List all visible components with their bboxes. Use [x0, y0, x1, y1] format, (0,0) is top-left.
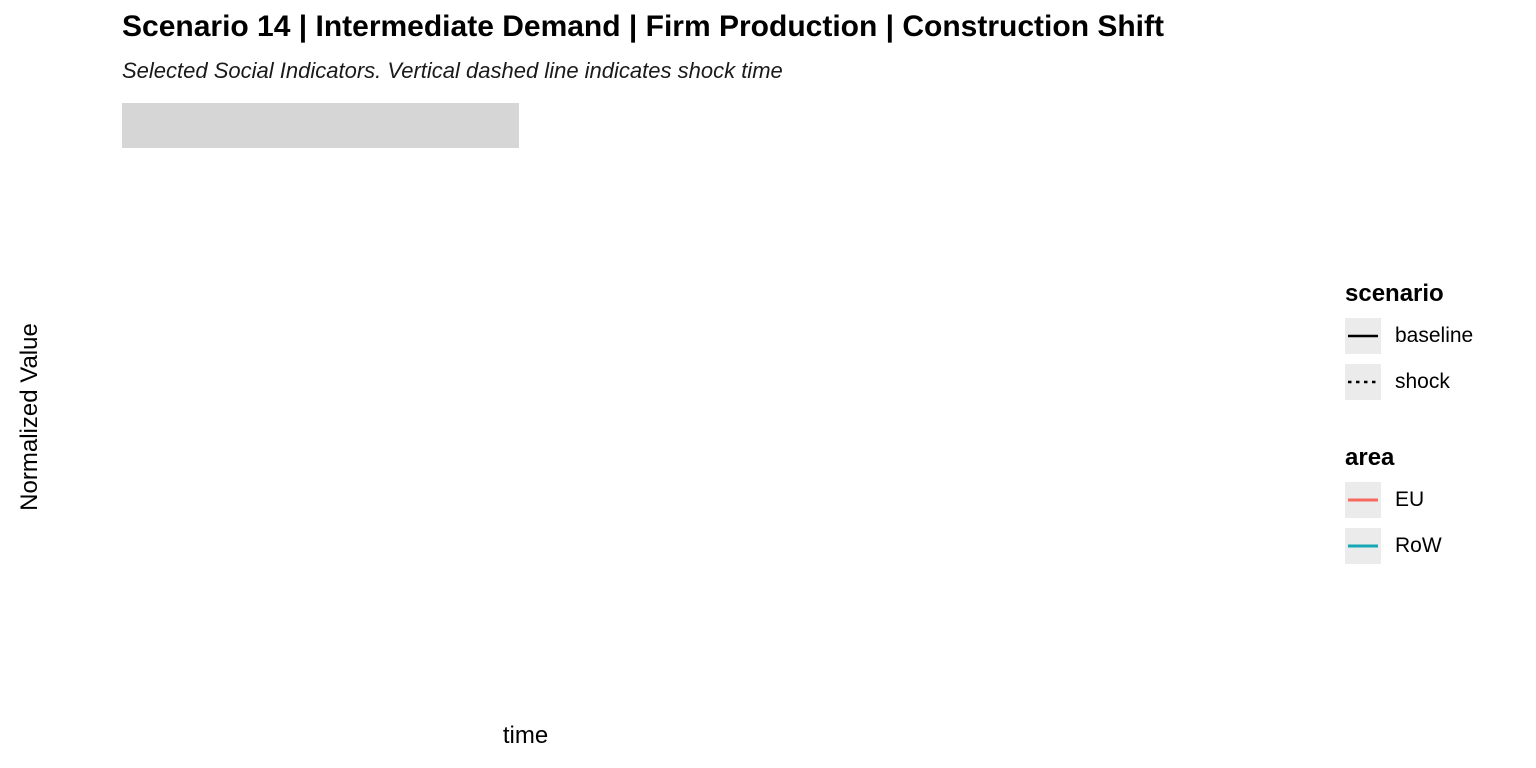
legend-label-eu: EU [1395, 488, 1425, 511]
legend-key-eu [1345, 482, 1381, 518]
legend-item-shock: shock [1345, 364, 1535, 400]
legend-label-row: RoW [1395, 534, 1442, 557]
legend-label-shock: shock [1395, 370, 1450, 393]
legend-key-shock [1345, 364, 1381, 400]
legend-label-baseline: baseline [1395, 324, 1474, 347]
dashed-line-icon [1348, 380, 1378, 384]
legend-spacer [1345, 410, 1535, 444]
legend-item-baseline: baseline [1345, 318, 1535, 354]
row-line-icon [1348, 544, 1378, 548]
solid-line-icon [1348, 334, 1378, 338]
legend-key-baseline [1345, 318, 1381, 354]
legend-scenario-title: scenario [1345, 280, 1444, 307]
x-axis-title: time [502, 722, 549, 749]
legend-item-row: RoW [1345, 528, 1535, 564]
legend-item-eu: EU [1345, 482, 1535, 518]
legend-key-row [1345, 528, 1381, 564]
legend-area-title: area [1345, 444, 1395, 471]
eu-line-icon [1348, 498, 1378, 502]
y-axis-title: Normalized Value [16, 323, 43, 511]
facet-col-strip-eu [122, 103, 519, 148]
chart-subtitle: Selected Social Indicators. Vertical das… [122, 58, 783, 83]
legend: scenario baseline shock area [1345, 280, 1535, 574]
chart-title: Scenario 14 | Intermediate Demand | Firm… [122, 10, 1165, 43]
